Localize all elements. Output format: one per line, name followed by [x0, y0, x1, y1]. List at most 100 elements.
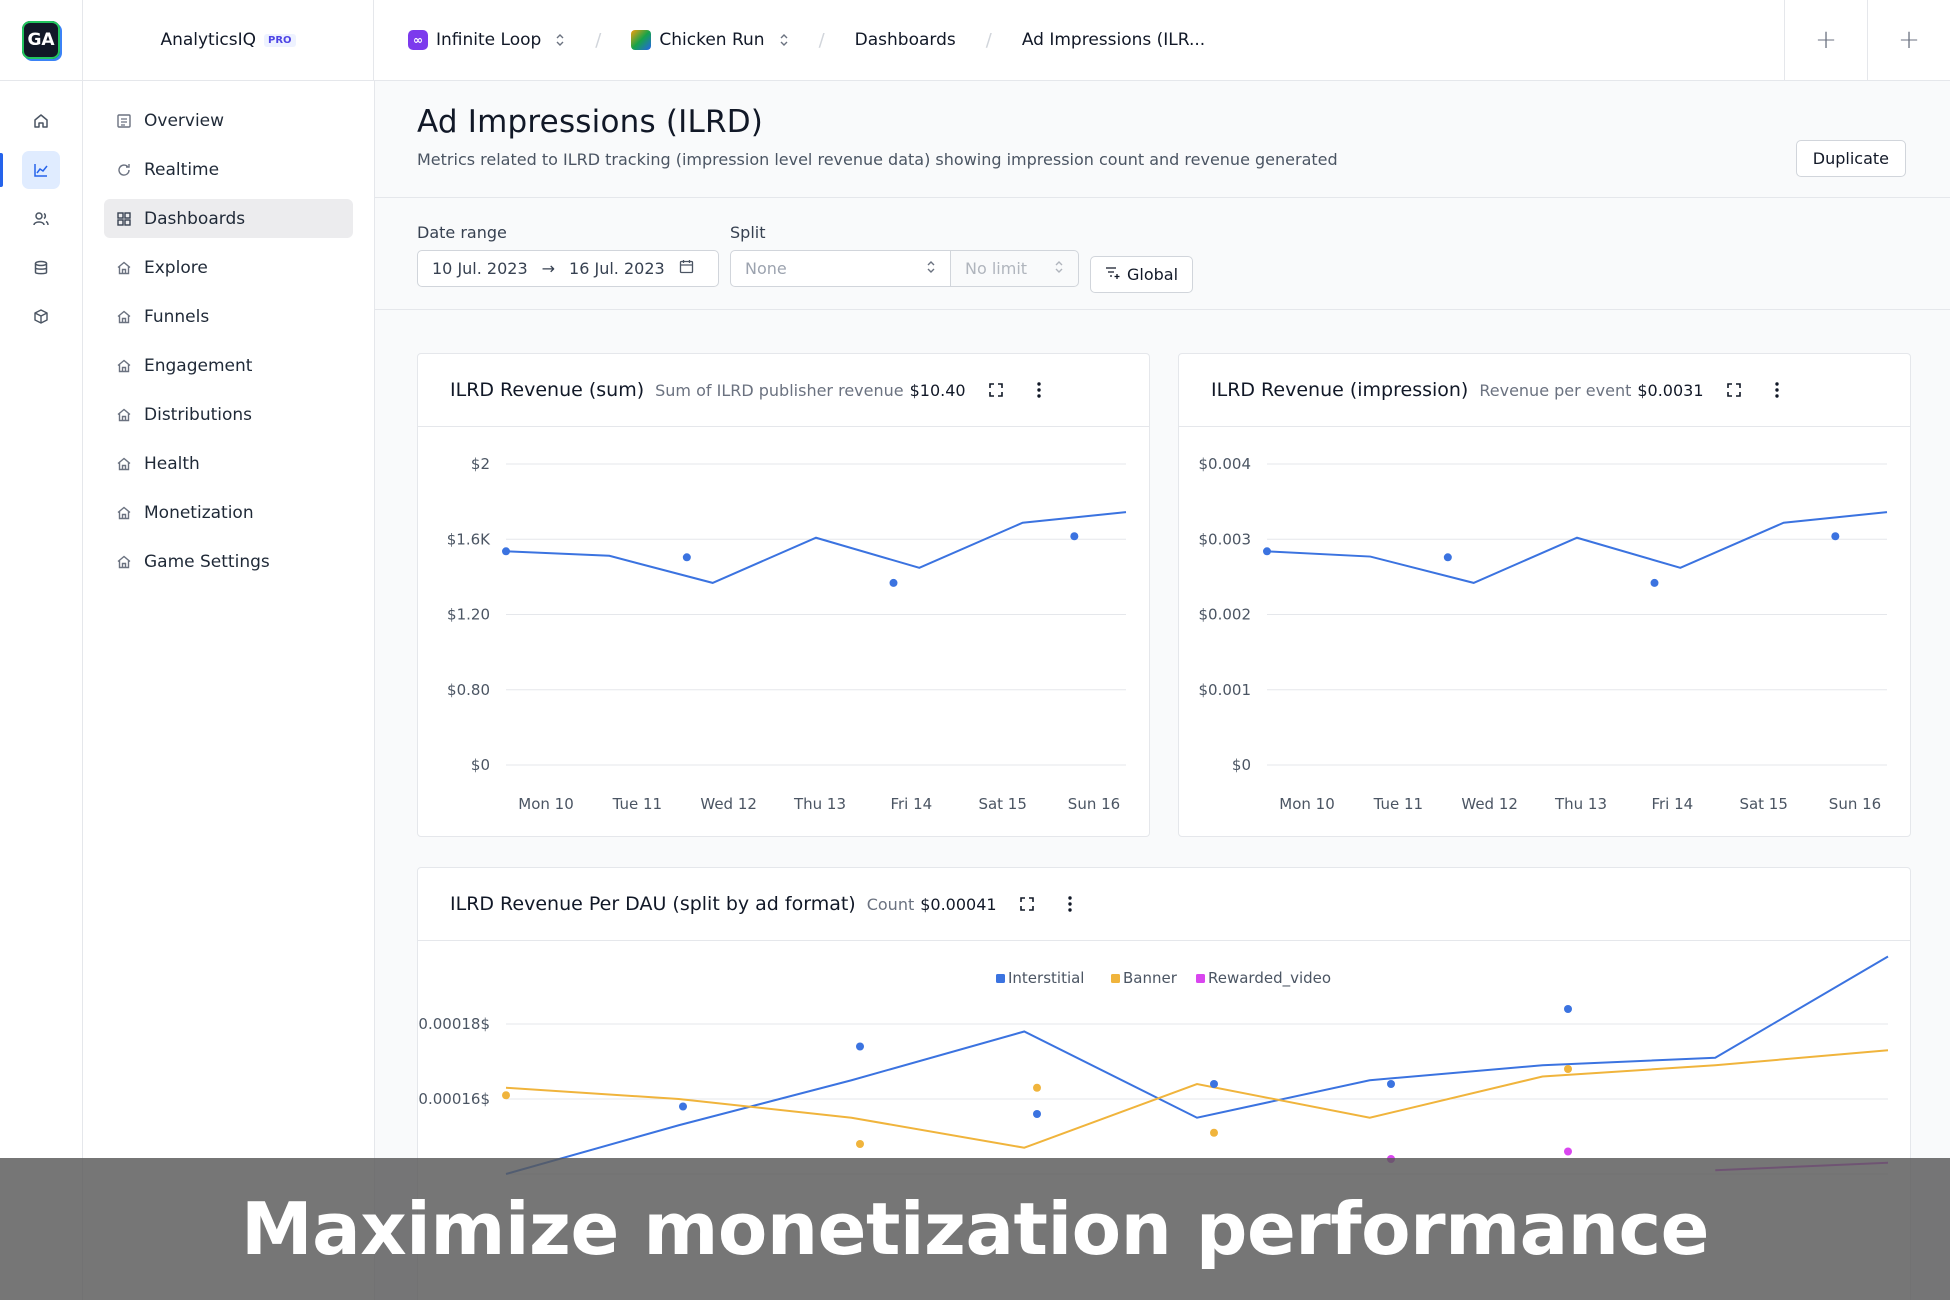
legend-swatch [996, 974, 1005, 983]
sidebar-item-funnels[interactable]: Funnels [104, 297, 353, 336]
main-content: Ad Impressions (ILRD) Metrics related to… [375, 81, 1950, 1300]
split-filter: Split None No limit [730, 223, 1079, 309]
sidebar-item-label: Funnels [144, 306, 210, 327]
y-tick-label: $0.002 [1199, 606, 1252, 624]
app-logo[interactable]: GA [22, 21, 60, 59]
sidebar-item-overview[interactable]: Overview [104, 101, 353, 140]
y-tick-label: $1.20 [447, 606, 490, 624]
users-icon[interactable] [22, 200, 60, 238]
sidebar-item-label: Dashboards [144, 208, 246, 229]
promo-banner: Maximize monetization performance [0, 1158, 1950, 1300]
breadcrumb: ∞ Infinite Loop / Chicken Run / Dashboar… [374, 0, 1784, 80]
y-tick-label: 0.00018$ [418, 1015, 490, 1033]
home-icon[interactable] [22, 102, 60, 140]
brand[interactable]: AnalyticsIQ PRO [83, 0, 374, 80]
filter-add-icon [1105, 265, 1121, 284]
x-tick-label: Wed 12 [700, 795, 757, 813]
y-tick-label: $0.004 [1199, 455, 1252, 473]
more-vertical-icon[interactable] [1061, 895, 1079, 913]
x-tick-label: Mon 10 [518, 795, 573, 813]
y-tick-label: $0.003 [1199, 530, 1252, 548]
data-point [682, 553, 691, 562]
house-icon [115, 504, 133, 522]
split-select[interactable]: None [730, 250, 951, 287]
sidebar-item-realtime[interactable]: Realtime [104, 150, 353, 189]
split-label: Split [730, 223, 766, 242]
sidebar-item-monetization[interactable]: Monetization [104, 493, 353, 532]
chevron-updown-icon [926, 259, 936, 278]
y-tick-label: 0.00016$ [418, 1090, 490, 1108]
sidebar-item-label: Distributions [144, 404, 253, 425]
data-point [1564, 1005, 1572, 1013]
data-point [679, 1102, 687, 1111]
sidebar-item-game-settings[interactable]: Game Settings [104, 542, 353, 581]
card-header: ILRD Revenue (sum) Sum of ILRD publisher… [418, 354, 1149, 427]
x-tick-label: Sun 16 [1068, 795, 1120, 813]
breadcrumb-dashboards[interactable]: Dashboards [855, 30, 956, 50]
expand-icon[interactable] [1725, 381, 1743, 399]
breadcrumb-studio-label: Infinite Loop [436, 30, 542, 50]
infinity-icon: ∞ [408, 30, 428, 50]
date-range-picker[interactable]: 10 Jul. 2023 → 16 Jul. 2023 [417, 250, 719, 287]
x-tick-label: Fri 14 [1651, 795, 1693, 813]
data-point [502, 1091, 510, 1100]
x-tick-label: Thu 13 [793, 795, 846, 813]
sidebar-item-label: Overview [144, 110, 225, 131]
sidebar-item-explore[interactable]: Explore [104, 248, 353, 287]
package-icon[interactable] [22, 298, 60, 336]
revenue-per-dau-chart: Interstitial Banner Rewarded_video 0.00018$… [418, 955, 1889, 1175]
expand-icon[interactable] [1018, 895, 1036, 913]
data-point [1387, 1080, 1395, 1088]
breadcrumb-game[interactable]: Chicken Run [631, 30, 788, 50]
y-tick-label: $1.6K [447, 530, 491, 548]
breadcrumb-separator: / [818, 29, 825, 51]
more-vertical-icon[interactable] [1030, 381, 1048, 399]
pro-badge: PRO [264, 33, 296, 47]
page-title: Ad Impressions (ILRD) [417, 104, 764, 140]
logo-cell: GA [0, 0, 83, 80]
breadcrumb-game-label: Chicken Run [659, 30, 765, 50]
breadcrumb-dashboards-label: Dashboards [854, 30, 956, 50]
card-header: ILRD Revenue (impression) Revenue per ev… [1179, 354, 1910, 427]
y-tick-label: $2 [471, 455, 490, 473]
date-range-filter: Date range 10 Jul. 2023 → 16 Jul. 2023 [417, 223, 719, 309]
card-title: ILRD Revenue (impression) [1211, 379, 1469, 401]
expand-icon[interactable] [987, 381, 1005, 399]
add-button[interactable]: + [1784, 0, 1867, 80]
limit-select[interactable]: No limit [951, 250, 1079, 287]
sidebar-item-distributions[interactable]: Distributions [104, 395, 353, 434]
calendar-icon [679, 259, 694, 278]
breadcrumb-studio[interactable]: ∞ Infinite Loop [408, 30, 565, 50]
sidebar-item-label: Realtime [144, 159, 220, 180]
promo-banner-text: Maximize monetization performance [241, 1187, 1709, 1271]
breadcrumb-current: Ad Impressions (ILR... [1022, 30, 1205, 50]
refresh-icon [115, 161, 133, 179]
data-point [1564, 1147, 1572, 1156]
sidebar-item-health[interactable]: Health [104, 444, 353, 483]
card-subtitle: Revenue per event [1479, 380, 1632, 400]
game-thumbnail-icon [631, 30, 652, 50]
x-tick-label: Thu 13 [1554, 795, 1607, 813]
chevron-updown-icon [779, 33, 789, 47]
more-vertical-icon[interactable] [1768, 381, 1786, 399]
x-tick-label: Wed 12 [1461, 795, 1518, 813]
database-icon[interactable] [22, 249, 60, 287]
data-point [1650, 578, 1659, 587]
sidebar-item-label: Explore [144, 257, 208, 278]
date-start: 10 Jul. 2023 [432, 259, 528, 278]
data-point [1564, 1065, 1572, 1073]
page-description: Metrics related to ILRD tracking (impres… [417, 150, 1338, 169]
card-value: $0.0031 [1637, 380, 1704, 400]
add-tab-button[interactable]: + [1867, 0, 1950, 80]
brand-name: AnalyticsIQ [160, 30, 257, 50]
chart-icon[interactable] [22, 151, 60, 189]
y-tick-label: $0.80 [447, 681, 490, 699]
page-header: Ad Impressions (ILRD) Metrics related to… [375, 81, 1950, 198]
sidebar-item-engagement[interactable]: Engagement [104, 346, 353, 385]
house-icon [115, 308, 133, 326]
x-tick-label: Tue 11 [612, 795, 662, 813]
duplicate-button[interactable]: Duplicate [1795, 140, 1906, 177]
global-filter-button[interactable]: Global [1090, 256, 1194, 293]
sidebar: Overview Realtime Dashboards Explore Fun… [83, 81, 375, 1300]
sidebar-item-dashboards[interactable]: Dashboards [104, 199, 353, 238]
